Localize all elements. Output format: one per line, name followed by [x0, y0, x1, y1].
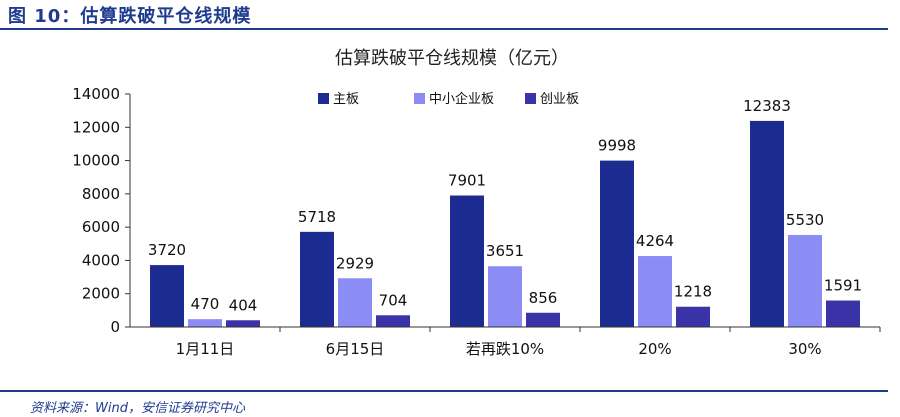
bar	[488, 266, 522, 327]
data-label: 3651	[486, 242, 524, 260]
bar	[676, 306, 710, 327]
bar	[376, 315, 410, 327]
data-label: 856	[529, 289, 558, 307]
bar	[600, 160, 634, 327]
y-tick-label: 14000	[72, 85, 120, 103]
x-tick-label: 6月15日	[326, 340, 385, 358]
top-divider	[0, 28, 888, 30]
bar	[750, 120, 784, 327]
data-label: 470	[191, 295, 220, 313]
data-label: 7901	[448, 172, 486, 190]
y-tick-label: 8000	[82, 185, 120, 203]
y-tick-label: 0	[110, 318, 120, 336]
legend-swatch	[414, 93, 425, 104]
bar	[638, 256, 672, 327]
x-tick-label: 若再跌10%	[466, 340, 544, 358]
bar	[150, 265, 184, 327]
x-tick-label: 20%	[638, 340, 671, 358]
data-label: 1218	[674, 283, 712, 301]
data-label: 4264	[636, 232, 674, 250]
bar	[226, 320, 260, 327]
bar-chart: 估算跌破平仓线规模（亿元） 主板 中小企业板 创业板 0 2000 4000 6000 80…	[72, 48, 881, 358]
legend-swatch	[318, 93, 329, 104]
bar	[300, 231, 334, 327]
bar	[188, 319, 222, 327]
x-tick-label: 1月11日	[176, 340, 235, 358]
bottom-divider	[0, 390, 888, 392]
data-label: 404	[229, 296, 258, 314]
y-tick-label: 4000	[82, 251, 120, 269]
legend-label: 创业板	[540, 92, 579, 107]
data-label: 704	[379, 291, 408, 309]
bar	[526, 312, 560, 327]
chart-title: 估算跌破平仓线规模（亿元）	[335, 48, 569, 69]
y-axis: 0 2000 4000 6000 8000 10000 12000 14000	[72, 85, 131, 336]
data-label: 12383	[743, 97, 791, 115]
bar	[826, 300, 860, 327]
y-tick-label: 10000	[72, 152, 120, 170]
data-label: 2929	[336, 254, 374, 272]
data-label: 9998	[598, 137, 636, 155]
x-axis: 1月11日 6月15日 若再跌10% 20% 30%	[130, 326, 881, 358]
x-tick-label: 30%	[788, 340, 821, 358]
legend-swatch	[525, 93, 536, 104]
legend-label: 中小企业板	[429, 91, 494, 107]
y-tick-label: 12000	[72, 118, 120, 136]
legend-label: 主板	[333, 92, 359, 107]
bars: 3720 470 404 5718 2929 704 7901 3651 856 9998 4264…	[148, 97, 862, 327]
legend: 主板 中小企业板 创业板	[318, 91, 579, 107]
bar	[338, 278, 372, 327]
data-label: 5718	[298, 208, 336, 226]
figure-title: 图 10：估算跌破平仓线规模	[8, 6, 252, 27]
y-tick-label: 6000	[82, 218, 120, 236]
data-label: 5530	[786, 211, 824, 229]
bar	[788, 234, 822, 327]
source-note: 资料来源：Wind，安信证券研究中心	[30, 401, 245, 416]
data-label: 1591	[824, 277, 862, 295]
bar	[450, 195, 484, 327]
y-tick-label: 2000	[82, 285, 120, 303]
data-label: 3720	[148, 241, 186, 259]
